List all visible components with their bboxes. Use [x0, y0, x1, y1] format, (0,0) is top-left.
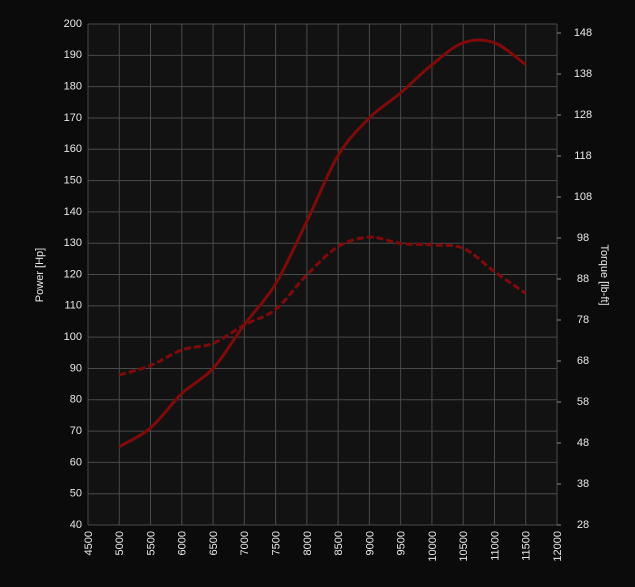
x-tick-label: 10000 [427, 531, 439, 562]
x-tick-label: 6500 [208, 531, 220, 555]
y2-tick-label: 28 [577, 519, 589, 531]
y2-tick-label: 78 [577, 314, 589, 326]
y-tick-label: 50 [70, 488, 82, 500]
torque-line [118, 235, 527, 377]
y2-tick-label: 98 [577, 232, 589, 244]
y-tick-label: 200 [64, 18, 82, 30]
x-tick-label: 6000 [177, 531, 189, 555]
power-line [118, 38, 527, 449]
y-tick-label: 160 [64, 143, 82, 155]
y2-tick-label: 108 [574, 191, 592, 203]
x-tick-label: 5500 [145, 531, 157, 555]
y-tick-label: 60 [70, 456, 82, 468]
y2-tick-label: 118 [574, 150, 592, 162]
x-tick-label: 8000 [302, 531, 314, 555]
y-tick-label: 120 [64, 268, 82, 280]
y2-tick-label: 128 [574, 109, 592, 121]
x-tick-label: 12000 [552, 531, 564, 562]
x-tick-label: 10500 [458, 531, 470, 562]
y-tick-label: 70 [70, 425, 82, 437]
y-tick-label: 180 [64, 81, 82, 93]
y-tick-label: 170 [64, 112, 82, 124]
y2-tick-label: 68 [577, 355, 589, 367]
x-tick-label: 7000 [239, 531, 251, 555]
y-tick-label: 130 [64, 237, 82, 249]
x-tick-label: 5000 [114, 531, 126, 555]
y2-tick-label: 38 [577, 478, 589, 490]
y-tick-label: 110 [64, 300, 82, 312]
x-tick-label: 9500 [396, 531, 408, 555]
x-tick-label: 4500 [83, 531, 95, 555]
y-tick-label: 100 [64, 331, 82, 343]
y2-tick-label: 48 [577, 437, 589, 449]
y-tick-label: 190 [64, 49, 82, 61]
y-tick-label: 40 [70, 519, 82, 531]
y2-tick-label: 148 [574, 27, 592, 39]
y-axis-title: Power [Hp] [34, 248, 46, 302]
y2-axis-title: Torque [lb-ft] [598, 244, 610, 305]
y-tick-label: 90 [70, 362, 82, 374]
x-tick-label: 7500 [271, 531, 283, 555]
y-tick-label: 150 [64, 174, 82, 186]
y-tick-label: 80 [70, 394, 82, 406]
y2-tick-label: 138 [574, 68, 592, 80]
y2-tick-label: 58 [577, 396, 589, 408]
y-tick-label: 140 [64, 206, 82, 218]
x-tick-label: 11500 [521, 531, 533, 561]
x-tick-label: 8500 [333, 531, 345, 555]
y2-tick-label: 88 [577, 273, 589, 285]
x-tick-label: 9000 [364, 531, 376, 555]
x-tick-label: 11000 [489, 531, 501, 561]
